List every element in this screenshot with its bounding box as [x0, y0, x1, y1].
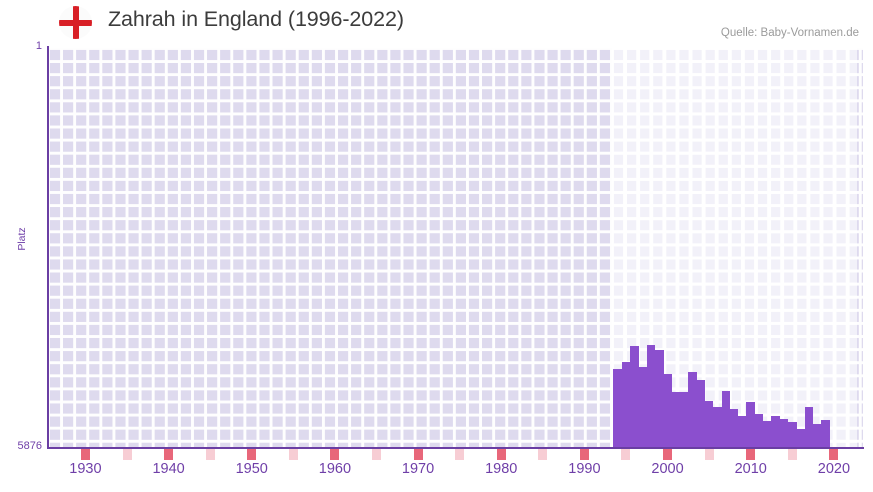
source-attribution: Quelle: Baby-Vornamen.de	[720, 27, 859, 39]
bar	[704, 401, 714, 447]
flag-cross-horizontal	[59, 19, 92, 26]
bar	[613, 369, 622, 447]
bar	[779, 419, 789, 447]
bar	[763, 421, 772, 447]
x-tick-minor	[787, 449, 797, 460]
x-tick-minor	[288, 449, 298, 460]
x-tick-major	[247, 449, 257, 460]
x-tick-major	[829, 449, 839, 460]
x-tick-minor	[538, 449, 548, 460]
x-axis-label: 1930	[69, 461, 102, 477]
y-axis-line	[47, 46, 49, 449]
x-axis-label: 2000	[651, 461, 684, 477]
england-flag-icon	[59, 6, 92, 39]
y-axis-tick-top: 1	[35, 40, 42, 52]
bar	[713, 407, 722, 447]
bar	[796, 429, 805, 447]
chart-header: Zahrah in England (1996-2022) Quelle: Ba…	[0, 0, 873, 44]
bar	[754, 414, 764, 447]
x-tick-major	[330, 449, 340, 460]
bar	[771, 416, 780, 447]
bar	[729, 409, 739, 447]
bar	[630, 346, 639, 447]
x-axis-label: 2020	[817, 461, 851, 477]
x-axis-label: 1960	[318, 461, 352, 477]
x-tick-minor	[621, 449, 631, 460]
page-title: Zahrah in England (1996-2022)	[108, 7, 404, 31]
y-axis-tick-bottom: 5876	[17, 440, 42, 452]
x-axis-label: 1980	[485, 461, 518, 477]
bar	[671, 392, 681, 447]
bar	[746, 402, 755, 447]
x-tick-minor	[371, 449, 381, 460]
x-tick-minor	[704, 449, 714, 460]
x-tick-major	[413, 449, 423, 460]
x-tick-minor	[122, 449, 132, 460]
bar-series-zahrah	[48, 48, 863, 447]
plot-area	[48, 48, 863, 447]
x-axis-label: 1940	[152, 461, 185, 477]
x-axis-label: 1970	[401, 461, 435, 477]
bar	[688, 372, 697, 447]
x-tick-major	[746, 449, 756, 460]
bar	[788, 422, 797, 447]
x-axis-label: 2010	[734, 461, 767, 477]
bar	[738, 416, 747, 447]
x-axis-label: 1950	[235, 461, 268, 477]
x-tick-minor	[455, 449, 465, 460]
x-tick-major	[579, 449, 589, 460]
bar	[721, 391, 731, 447]
bar	[679, 392, 689, 447]
bar	[804, 407, 814, 447]
bar	[621, 362, 631, 447]
x-tick-major	[80, 449, 90, 460]
bar	[696, 380, 706, 447]
bar	[646, 345, 656, 447]
bar	[813, 424, 822, 447]
bar	[655, 350, 664, 447]
x-axis-tick-marks	[48, 449, 863, 460]
bar	[663, 374, 672, 447]
x-tick-minor	[205, 449, 215, 460]
x-tick-major	[496, 449, 506, 460]
bar	[638, 367, 647, 447]
x-tick-major	[663, 449, 673, 460]
y-axis-title: Platz	[16, 227, 28, 251]
x-axis-labels: 1930 1940 1950 1960 1970 1980 1990 2000 2010 2020	[0, 461, 873, 487]
x-tick-major	[164, 449, 174, 460]
x-axis-label: 1990	[568, 461, 601, 477]
bar	[821, 420, 830, 447]
x-axis-line	[47, 447, 864, 449]
